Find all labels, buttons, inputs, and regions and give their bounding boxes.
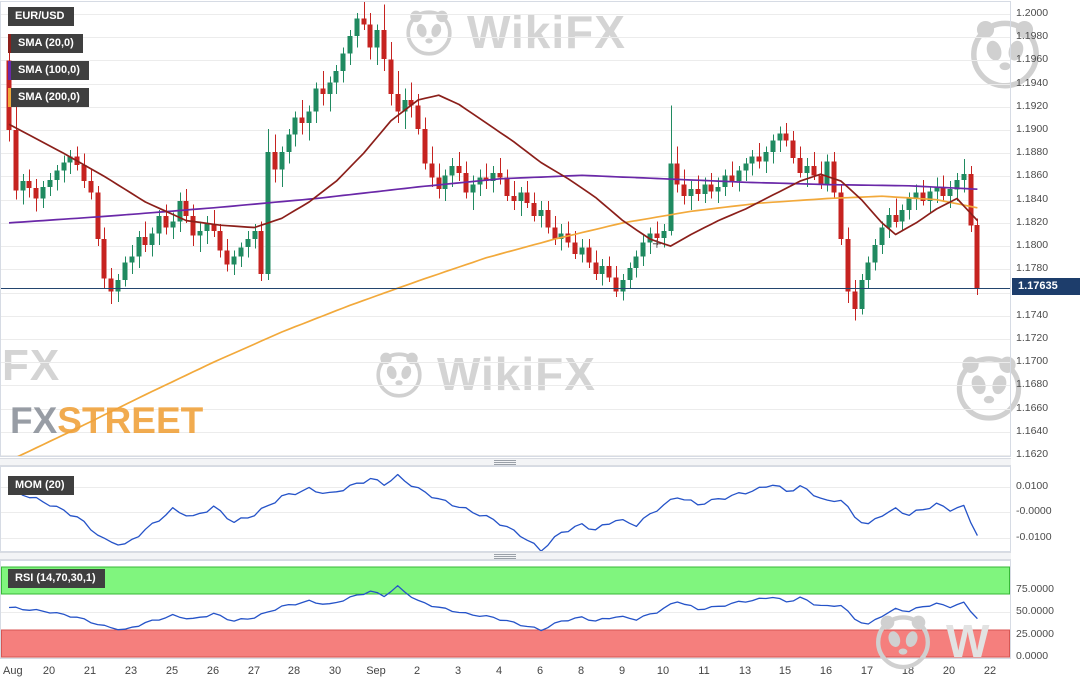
price-axis-label: 1.1860	[1016, 169, 1049, 181]
sma20-badge: SMA (20,0)	[8, 34, 83, 53]
time-axis-label: 13	[738, 665, 752, 677]
cursor-cross-icon	[652, 239, 661, 248]
indicator-legend: EUR/USD SMA (20,0) SMA (100,0) SMA (200,…	[8, 7, 89, 107]
mom-axis-label: -0.0100	[1016, 531, 1052, 543]
momentum-panel[interactable]: MOM (20)	[0, 466, 1011, 552]
candles	[6, 2, 980, 321]
time-axis-label: 30	[328, 665, 342, 677]
rsi-badge: RSI (14,70,30,1)	[8, 569, 105, 588]
rsi-axis-label: 25.0000	[1016, 628, 1054, 640]
time-axis-label: 9	[618, 665, 626, 677]
rsi-panel[interactable]: RSI (14,70,30,1)	[0, 560, 1011, 659]
time-axis-label: 15	[778, 665, 792, 677]
rsi-band-overbought	[1, 566, 1010, 595]
fxstreet-logo-street: STREET	[57, 400, 204, 441]
splitter-mom-rsi[interactable]	[0, 552, 1011, 560]
symbol-badge: EUR/USD	[8, 7, 74, 26]
mom-grid	[1, 487, 1010, 539]
sma100-line	[8, 174, 978, 224]
mom-axis-label: -0.0000	[1016, 505, 1052, 517]
rsi-axis-label: 75.0000	[1016, 583, 1054, 595]
price-axis-label: 1.1800	[1016, 239, 1049, 251]
price-axis-label: 1.2000	[1016, 7, 1049, 19]
rsi-chart[interactable]	[1, 561, 1010, 658]
price-axis-label: 1.1680	[1016, 378, 1049, 390]
time-axis-label: 10	[656, 665, 670, 677]
sma20-line	[8, 94, 979, 247]
rsi-axis-label: 0.0000	[1016, 650, 1049, 662]
time-axis-label: Sep	[366, 665, 386, 677]
price-axis-label: 1.1660	[1016, 402, 1049, 414]
price-axis-label: 1.1720	[1016, 332, 1049, 344]
price-panel[interactable]: EUR/USD SMA (20,0) SMA (100,0) SMA (200,…	[0, 1, 1011, 457]
price-grid	[1, 14, 1010, 456]
price-axis-label: 1.1900	[1016, 123, 1049, 135]
time-axis-label: 2	[413, 665, 421, 677]
splitter-grip-icon	[494, 554, 516, 559]
sma100-badge: SMA (100,0)	[8, 61, 89, 80]
rsi-line	[8, 585, 978, 632]
last-price-tag: 1.17635	[1012, 278, 1080, 295]
time-axis-label: 4	[495, 665, 503, 677]
price-axis-label: 1.1740	[1016, 309, 1049, 321]
time-axis-label: 11	[698, 665, 710, 677]
time-axis-label: 27	[247, 665, 261, 677]
time-axis-label: 28	[287, 665, 301, 677]
time-axis-label: 8	[577, 665, 585, 677]
time-axis-label: 21	[83, 665, 97, 677]
fxstreet-logo: FXSTREET	[10, 402, 203, 439]
price-axis-label: 1.1880	[1016, 146, 1049, 158]
mom-badge: MOM (20)	[8, 476, 74, 495]
price-axis-label: 1.1780	[1016, 262, 1049, 274]
time-axis-label: 17	[860, 665, 874, 677]
time-axis-label: 18	[901, 665, 915, 677]
time-axis-label: 20	[942, 665, 956, 677]
time-axis-label: 16	[819, 665, 833, 677]
mom-line	[8, 473, 978, 551]
time-axis-label: 6	[536, 665, 544, 677]
time-axis-label: 23	[124, 665, 138, 677]
rsi-axis-label: 50.0000	[1016, 605, 1054, 617]
rsi-band-oversold	[1, 629, 1010, 658]
price-axis-label: 1.1920	[1016, 100, 1049, 112]
price-axis-label: 1.1700	[1016, 355, 1049, 367]
price-axis-label: 1.1620	[1016, 448, 1049, 460]
time-axis-label: 3	[454, 665, 462, 677]
price-axis-label: 1.1820	[1016, 216, 1049, 228]
price-axis-label: 1.1980	[1016, 30, 1049, 42]
price-axis-label: 1.1940	[1016, 77, 1049, 89]
splitter-grip-icon	[494, 460, 516, 465]
time-axis: Aug 20 21 23 25 26 27 28 30 Sep 2 3 4 6 8 9 10 11 13 15 16 17…	[0, 659, 1011, 684]
time-axis-label: 26	[206, 665, 220, 677]
time-axis-label: 22	[983, 665, 997, 677]
mom-axis-label: 0.0100	[1016, 480, 1049, 492]
price-axis-label: 1.1840	[1016, 193, 1049, 205]
price-chart[interactable]	[1, 2, 1010, 456]
sma200-badge: SMA (200,0)	[8, 88, 89, 107]
price-axis-label: 1.1640	[1016, 425, 1049, 437]
momentum-chart[interactable]	[1, 467, 1010, 551]
fxstreet-logo-fx: FX	[10, 400, 58, 441]
time-axis-label: Aug	[3, 665, 23, 677]
splitter-price-mom[interactable]	[0, 458, 1011, 466]
time-axis-label: 20	[42, 665, 56, 677]
time-axis-label: 25	[165, 665, 179, 677]
price-axis-label: 1.1960	[1016, 53, 1049, 65]
sma200-line	[17, 195, 978, 456]
